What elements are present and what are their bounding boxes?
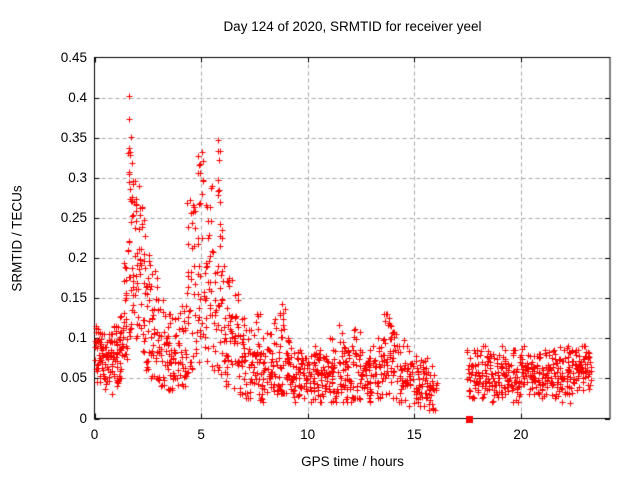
y-tick-label: 0.1	[68, 330, 87, 346]
y-tick-label: 0.2	[68, 250, 87, 266]
y-tick-label: 0.05	[60, 370, 87, 386]
x-tick-label: 15	[406, 427, 422, 442]
x-axis-label: GPS time / hours	[301, 454, 404, 469]
x-tick-label: 10	[300, 427, 316, 442]
y-tick-label: 0.15	[60, 290, 87, 306]
y-tick-label: 0.4	[68, 89, 87, 105]
x-tick-label: 5	[197, 427, 205, 442]
y-tick-label: 0.35	[60, 129, 87, 145]
y-tick-label: 0	[79, 410, 87, 426]
y-axis-label: SRMTID / TECUs	[9, 185, 25, 292]
x-tick-label: 0	[90, 427, 99, 442]
x-tick-label: 20	[513, 427, 529, 442]
y-tick-label: 0.25	[60, 209, 87, 225]
chart-title: Day 124 of 2020, SRMTID for receiver yee…	[223, 19, 482, 34]
y-tick-label: 0.3	[68, 169, 87, 185]
y-tick-label: 0.45	[60, 49, 87, 65]
